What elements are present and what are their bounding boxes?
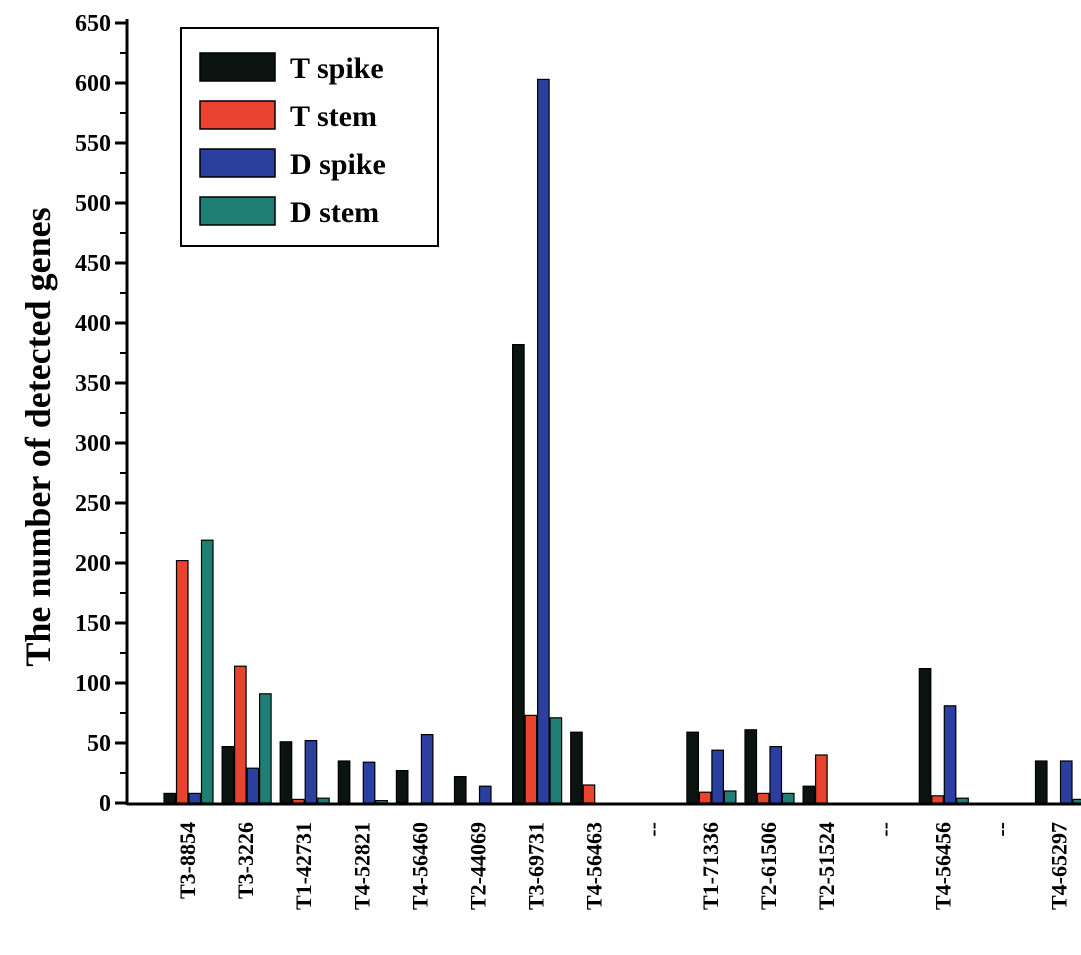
bar-t-stem <box>524 714 538 804</box>
bar-t-spike <box>337 760 351 804</box>
bar-d-spike <box>943 705 957 804</box>
legend: T spike T stem D spike D stem <box>180 27 439 247</box>
y-tick-label: 650 <box>75 11 111 37</box>
x-category-label: T3-69731 <box>524 822 549 910</box>
y-tick-label: 400 <box>75 311 111 337</box>
bar-d-spike <box>362 761 376 804</box>
x-category-label: T1-71336 <box>698 822 723 910</box>
bar-t-stem <box>931 795 944 804</box>
bar-d-stem <box>317 797 330 804</box>
bar-t-spike <box>279 741 293 804</box>
bar-t-spike <box>395 769 409 804</box>
bars <box>163 78 1081 804</box>
x-category-label: T1-42731 <box>291 822 316 910</box>
bar-t-spike <box>802 785 816 804</box>
bar-t-spike <box>744 729 758 804</box>
bar-t-stem <box>292 798 305 804</box>
x-category-label: T2-44069 <box>466 822 491 910</box>
y-tick-label: 200 <box>75 551 111 577</box>
y-tick-label: 450 <box>75 251 111 277</box>
x-category-label: -- <box>872 822 897 837</box>
y-axis-ticks: 0 50 100 150 200 250 300 350 400 450 500 550 600 650 <box>75 11 127 817</box>
x-axis-labels: T3-8854 T3-3226 T1-42731 T4-52821 T4-56460 T2… <box>175 822 1072 910</box>
bar-t-spike <box>511 344 525 804</box>
y-tick-label: 500 <box>75 191 111 217</box>
bar-d-stem <box>723 790 737 804</box>
legend-label: D stem <box>290 196 379 229</box>
y-tick-label: 250 <box>75 491 111 517</box>
bar-d-stem <box>956 797 969 804</box>
bar-d-spike <box>420 733 434 804</box>
legend-label: D spike <box>290 148 386 181</box>
legend-label: T stem <box>290 100 377 133</box>
y-tick-label: 150 <box>75 611 111 637</box>
y-axis-title: The number of detected genes <box>18 207 58 666</box>
bar-d-stem <box>200 539 214 804</box>
y-tick-label: 550 <box>75 131 111 157</box>
x-category-label: T4-52821 <box>349 822 374 910</box>
y-tick-label: 300 <box>75 431 111 457</box>
bar-t-spike <box>221 745 235 804</box>
x-category-label: T4-56460 <box>407 822 432 910</box>
bar-t-spike <box>918 667 932 804</box>
bar-d-stem <box>549 717 563 804</box>
x-category-label: -- <box>640 822 665 837</box>
x-category-label: T2-51524 <box>814 822 839 910</box>
bar-d-spike <box>769 745 783 804</box>
bar-t-stem <box>234 665 247 804</box>
bar-d-stem <box>259 693 272 804</box>
legend-swatch <box>199 148 276 178</box>
bar-t-stem <box>756 792 770 804</box>
bar-d-spike <box>304 739 318 804</box>
legend-swatch <box>199 100 276 130</box>
y-tick-label: 350 <box>75 371 111 397</box>
x-category-label: -- <box>988 822 1013 837</box>
x-category-label: T4-65297 <box>1047 822 1072 910</box>
bar-d-spike <box>536 78 550 804</box>
legend-swatch <box>199 52 276 82</box>
bar-t-stem <box>175 559 189 804</box>
bar-t-spike <box>1034 760 1048 804</box>
x-category-label: T3-8854 <box>175 822 200 899</box>
bar-d-spike <box>711 749 725 804</box>
bar-t-spike <box>453 775 467 804</box>
bar-t-spike <box>570 731 583 804</box>
y-tick-label: 0 <box>99 791 111 817</box>
bar-d-spike <box>478 785 492 804</box>
bar-d-spike <box>246 767 260 804</box>
bar-t-stem <box>698 791 712 804</box>
y-tick-label: 50 <box>87 731 111 757</box>
x-category-label: T2-61506 <box>756 822 781 910</box>
x-category-label: T4-56463 <box>582 822 607 910</box>
legend-swatch <box>199 196 276 226</box>
bar-d-spike <box>1059 760 1073 804</box>
bar-t-stem <box>814 754 828 804</box>
bar-d-stem <box>781 792 795 804</box>
bar-t-stem <box>582 784 596 804</box>
x-category-label: T3-3226 <box>233 822 258 899</box>
y-tick-label: 100 <box>75 671 111 697</box>
bar-d-stem <box>1072 798 1081 804</box>
legend-label: T spike <box>290 52 384 85</box>
axes <box>125 19 1081 806</box>
y-tick-label: 600 <box>75 71 111 97</box>
bar-d-spike <box>188 792 202 804</box>
bar-t-spike <box>163 792 177 804</box>
bar-t-spike <box>686 731 700 804</box>
x-category-label: T4-56456 <box>930 822 955 910</box>
